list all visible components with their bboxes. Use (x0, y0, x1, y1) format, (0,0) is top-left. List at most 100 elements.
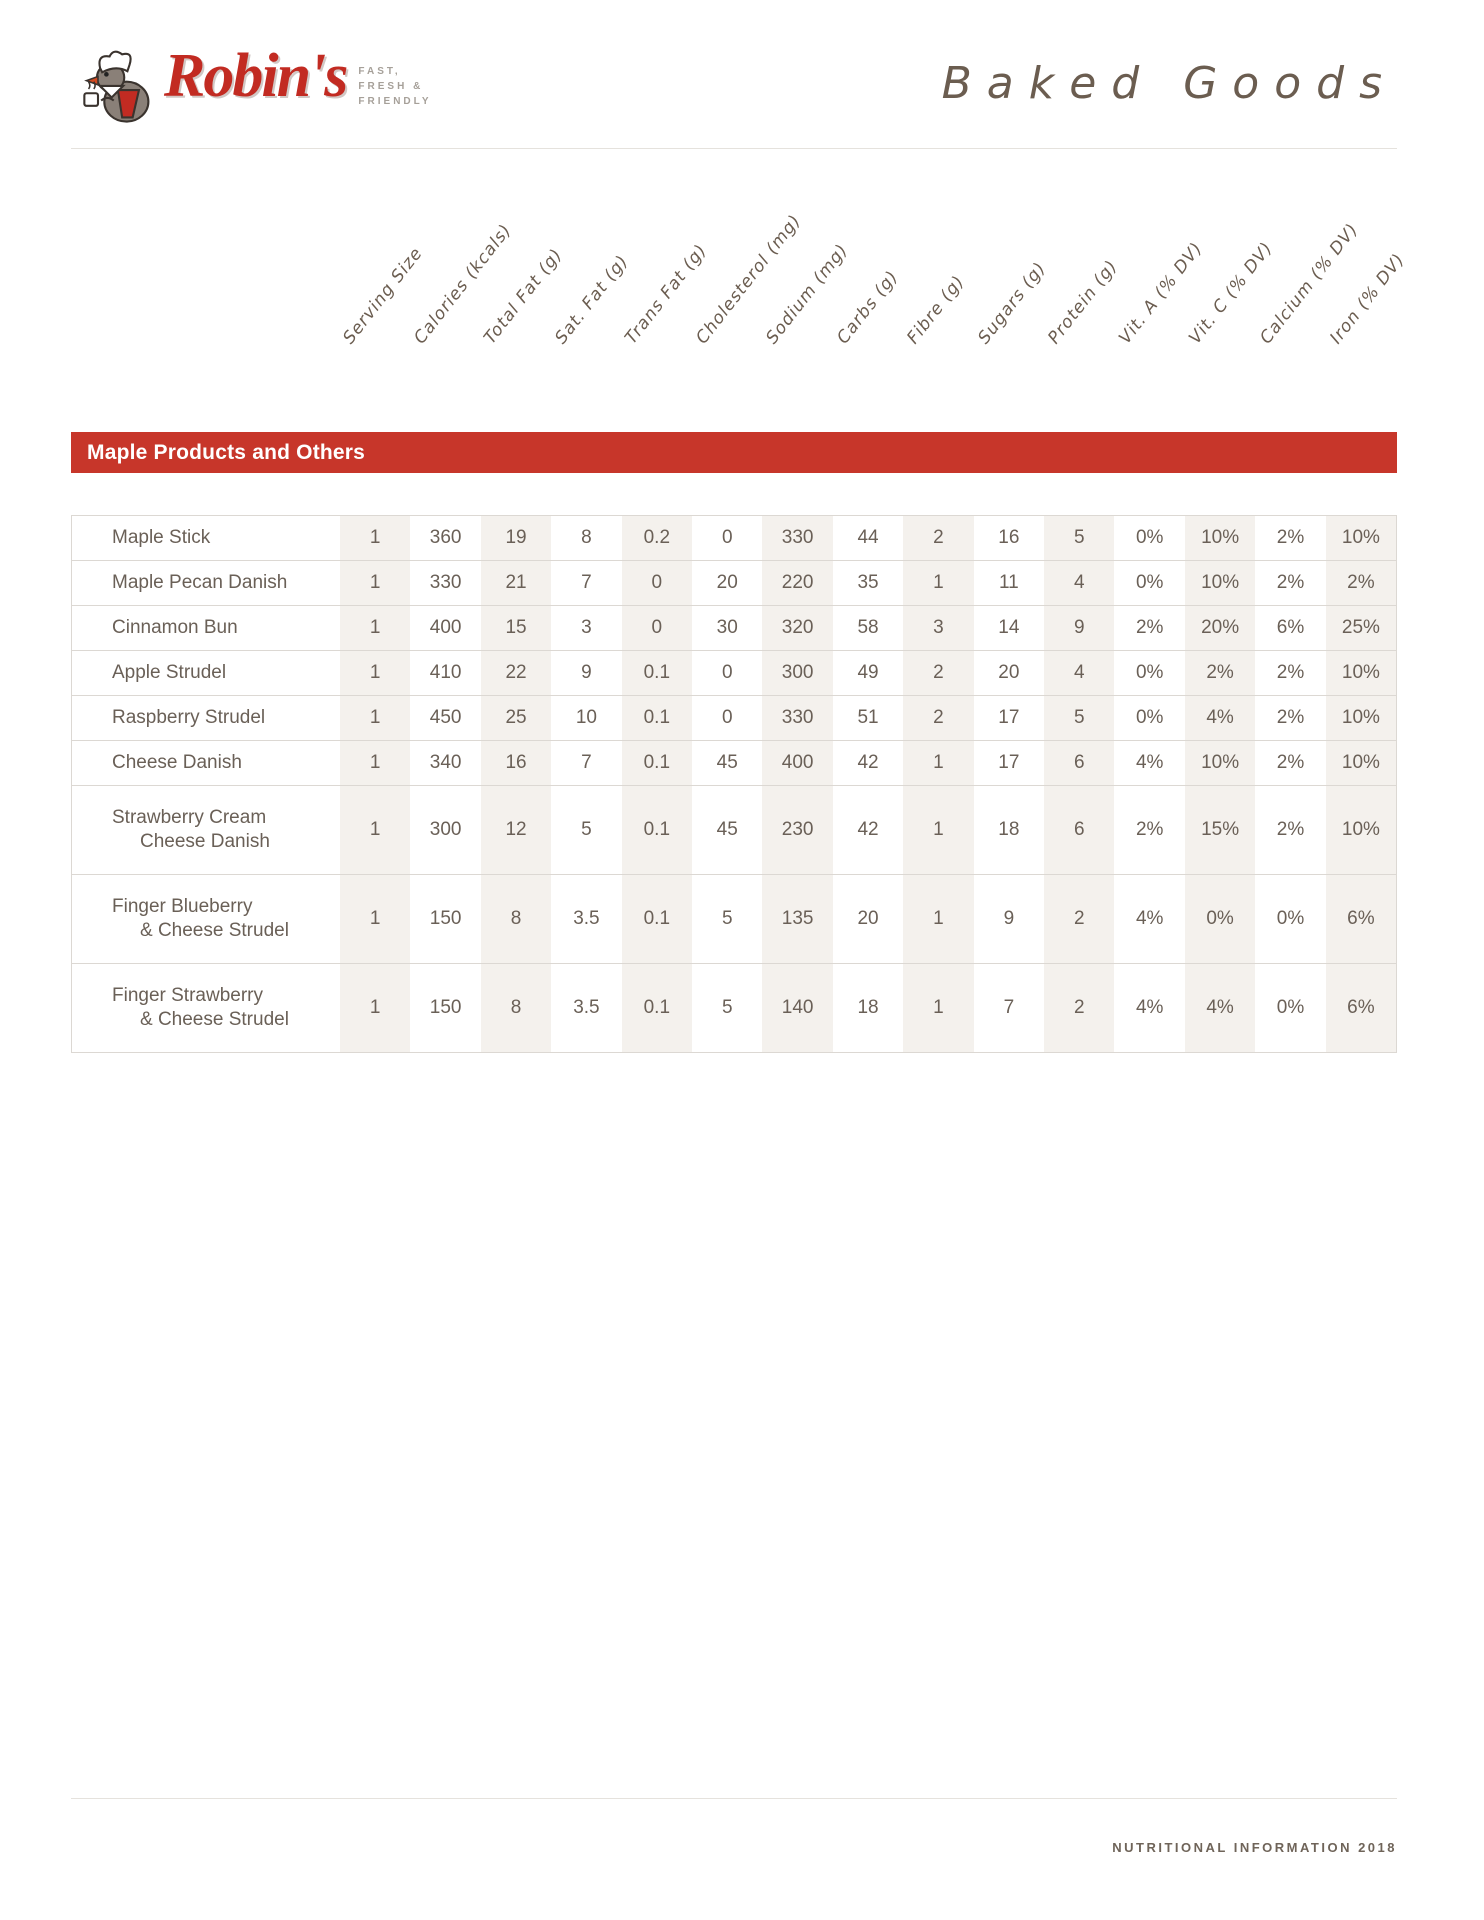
nutrient-value: 10% (1325, 741, 1397, 785)
nutrient-value: 0.1 (621, 875, 693, 963)
item-name-line: Strawberry Cream (112, 807, 267, 828)
nutrient-value: 20 (998, 662, 1020, 683)
nutrient-value: 18 (857, 997, 879, 1018)
nutrient-value: 1 (903, 964, 974, 1052)
table-row: Apple Strudel 1 410 22 9 0.1 0 300 49 2 20 4 0% 2% 2% 1… (72, 651, 1397, 696)
nutrient-value: 0 (721, 707, 733, 728)
nutrient-value: 49 (857, 662, 879, 683)
nutrient-value: 2% (1135, 617, 1164, 638)
nutrient-value: 0 (721, 662, 733, 683)
item-name-line: & Cheese Strudel (140, 1009, 289, 1030)
tagline-line: FRIENDLY (358, 96, 432, 107)
item-name: Finger Strawberry & Cheese Strudel (72, 964, 340, 1052)
nutrient-value: 0% (1135, 572, 1164, 593)
table-row: Cinnamon Bun 1 400 15 3 0 30 320 58 3 14 9 2% 20% 6% 25… (72, 606, 1397, 651)
nutrient-value: 2% (1325, 561, 1397, 605)
nutrient-value: 3.5 (573, 997, 600, 1018)
nutrient-value: 25% (1325, 606, 1397, 650)
nutrient-value: 0% (1184, 875, 1256, 963)
nutrient-value: 4 (1044, 651, 1115, 695)
column-header: Sat. Fat (g) (550, 251, 633, 348)
nutrient-value: 4% (1135, 908, 1164, 929)
nutrient-value: 0% (1135, 662, 1164, 683)
nutrient-value: 16 (480, 741, 552, 785)
nutrient-value: 1 (903, 561, 974, 605)
nutrient-value: 11 (998, 572, 1019, 593)
nutrient-value: 58 (857, 617, 879, 638)
nutrient-value: 1 (340, 741, 411, 785)
nutrient-value: 14 (998, 617, 1020, 638)
brand-tagline: FAST, FRESH & FRIENDLY (358, 66, 431, 107)
nutrient-value: 400 (762, 741, 833, 785)
nutrition-table: Maple Stick 1 360 19 8 0.2 0 330 44 2 16 5 0% 10% 2% 10… (71, 515, 1397, 1053)
table-row: Finger Blueberry & Cheese Strudel 1 150 8 3.5… (72, 875, 1397, 964)
table-row: Cheese Danish 1 340 16 7 0.1 45 400 42 1 17 6 4% 10% 2… (72, 741, 1397, 786)
nutrient-value: 220 (762, 561, 833, 605)
nutrient-value: 0.1 (621, 651, 693, 695)
nutrient-value: 2% (1276, 707, 1305, 728)
nutrient-value: 0.1 (621, 741, 693, 785)
column-header: Sugars (g) (974, 258, 1051, 348)
nutrient-value: 2% (1276, 662, 1305, 683)
nutrient-value: 16 (998, 527, 1020, 548)
nutrient-value: 9 (581, 662, 592, 683)
nutrient-value: 6 (1044, 741, 1115, 785)
nutrient-value: 4% (1135, 997, 1164, 1018)
nutrient-value: 2 (903, 651, 974, 695)
nutrient-value: 1 (340, 786, 411, 874)
nutrient-value: 45 (716, 752, 738, 773)
nutrient-value: 7 (581, 752, 592, 773)
nutrient-value: 6% (1276, 617, 1305, 638)
nutrient-value: 1 (903, 875, 974, 963)
item-name-line: & Cheese Strudel (140, 920, 289, 941)
nutrient-value: 330 (762, 696, 833, 740)
nutrient-value: 2% (1276, 819, 1305, 840)
nutrient-value: 300 (762, 651, 833, 695)
nutrient-value: 10% (1184, 741, 1256, 785)
column-header: Carbs (g) (832, 266, 903, 348)
table-row: Raspberry Strudel 1 450 25 10 0.1 0 330 51 2 17 5 0%… (72, 696, 1397, 741)
nutrient-value: 330 (762, 516, 833, 560)
column-header: Fibre (g) (903, 271, 970, 348)
nutrient-value: 5 (581, 819, 592, 840)
nutrient-value: 10% (1184, 516, 1256, 560)
nutrient-value: 51 (857, 707, 879, 728)
nutrient-value: 17 (998, 752, 1020, 773)
table-row: Finger Strawberry & Cheese Strudel 1 150 8 3.… (72, 964, 1397, 1052)
nutrient-value: 20 (857, 908, 879, 929)
item-name-line: Maple Stick (112, 527, 211, 548)
nutrient-value: 3 (581, 617, 592, 638)
nutrient-value: 20 (716, 572, 738, 593)
brand-wordmark: Robin's (164, 42, 348, 110)
nutrient-value: 15 (480, 606, 552, 650)
nutrient-value: 360 (429, 527, 462, 548)
nutrient-value: 150 (429, 997, 462, 1018)
item-name: Cinnamon Bun (72, 606, 340, 650)
header-divider (71, 148, 1397, 149)
nutrient-value: 0.2 (621, 516, 693, 560)
nutrient-value: 450 (429, 707, 462, 728)
nutrient-value: 4 (1044, 561, 1115, 605)
nutrient-value: 1 (340, 516, 411, 560)
nutrient-value: 8 (480, 875, 552, 963)
nutrient-value: 2 (903, 516, 974, 560)
nutrient-value: 230 (762, 786, 833, 874)
nutrient-value: 0 (621, 561, 693, 605)
nutrient-value: 20% (1184, 606, 1256, 650)
nutrient-value: 0 (721, 527, 733, 548)
nutrient-value: 0% (1276, 908, 1305, 929)
nutrient-value: 10% (1325, 516, 1397, 560)
item-name: Strawberry Cream Cheese Danish (72, 786, 340, 874)
nutrient-value: 10% (1325, 786, 1397, 874)
table-row: Strawberry Cream Cheese Danish 1 300 12 5 0.1 4… (72, 786, 1397, 875)
nutrient-value: 0.1 (621, 786, 693, 874)
nutrient-value: 15% (1184, 786, 1256, 874)
item-name-line: Raspberry Strudel (112, 707, 266, 728)
nutrient-value: 45 (716, 819, 738, 840)
item-name: Raspberry Strudel (72, 696, 340, 740)
column-header: Iron (% DV) (1326, 249, 1410, 348)
nutrient-value: 30 (716, 617, 738, 638)
nutrient-value: 10% (1325, 651, 1397, 695)
table-row: Maple Stick 1 360 19 8 0.2 0 330 44 2 16 5 0% 10% 2% 10… (72, 516, 1397, 561)
